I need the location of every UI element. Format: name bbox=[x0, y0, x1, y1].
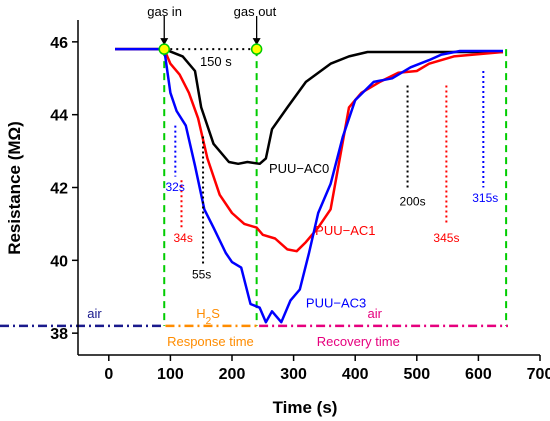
x-axis-label: Time (s) bbox=[273, 398, 338, 417]
series-label-puu-ac0: PUU−AC0 bbox=[269, 161, 329, 176]
gas-in-label: gas in bbox=[147, 4, 182, 19]
series-layer bbox=[115, 47, 504, 324]
series-line-puu-ac0 bbox=[115, 47, 503, 166]
t345-label: 345s bbox=[433, 231, 459, 245]
y-tick-label: 44 bbox=[50, 108, 68, 125]
t32-label: 32s bbox=[165, 180, 184, 194]
x-tick-label: 500 bbox=[403, 366, 430, 383]
duration-label: 150 s bbox=[200, 54, 232, 69]
x-tick-label: 600 bbox=[465, 366, 492, 383]
y-tick-label: 40 bbox=[50, 253, 68, 270]
annotation-layer: gas in gas out 150 s 32s 34s 55s 200s 345s 315s P… bbox=[87, 4, 498, 349]
gas-arrow-head bbox=[252, 38, 261, 46]
h2s-label: H2S bbox=[196, 306, 220, 327]
series-line-puu-ac1 bbox=[115, 47, 504, 253]
x-tick-label: 700 bbox=[527, 366, 550, 383]
gas-out-marker bbox=[250, 43, 263, 55]
y-tick-label: 42 bbox=[50, 181, 68, 198]
guide-lines bbox=[0, 49, 508, 328]
gas-arrow-head bbox=[160, 38, 169, 46]
axis-ticks: 0 100 200 300 400 500 600 700 38 40 42 44 46 bbox=[50, 35, 550, 383]
response-time-label: Response time bbox=[167, 334, 254, 349]
series-line-puu-ac3 bbox=[115, 47, 503, 324]
y-tick-label: 46 bbox=[50, 35, 68, 52]
air-right-label: air bbox=[368, 306, 383, 321]
y-tick-label: 38 bbox=[50, 326, 68, 343]
t34-label: 34s bbox=[173, 231, 192, 245]
air-left-label: air bbox=[87, 306, 102, 321]
x-tick-label: 300 bbox=[280, 366, 307, 383]
y-axis-label: Resistance (MΩ) bbox=[5, 121, 24, 255]
x-tick-label: 0 bbox=[104, 366, 113, 383]
t315-label: 315s bbox=[472, 191, 498, 205]
gas-in-marker bbox=[158, 43, 170, 55]
gas-out-label: gas out bbox=[234, 4, 277, 19]
series-label-puu-ac1: PUU−AC1 bbox=[315, 223, 375, 238]
x-tick-label: 100 bbox=[157, 366, 184, 383]
x-tick-label: 200 bbox=[219, 366, 246, 383]
x-tick-label: 400 bbox=[342, 366, 369, 383]
t200-label: 200s bbox=[400, 195, 426, 209]
series-label-puu-ac3: PUU−AC3 bbox=[306, 296, 366, 311]
recovery-time-label: Recovery time bbox=[317, 334, 400, 349]
t55-label: 55s bbox=[192, 268, 211, 282]
